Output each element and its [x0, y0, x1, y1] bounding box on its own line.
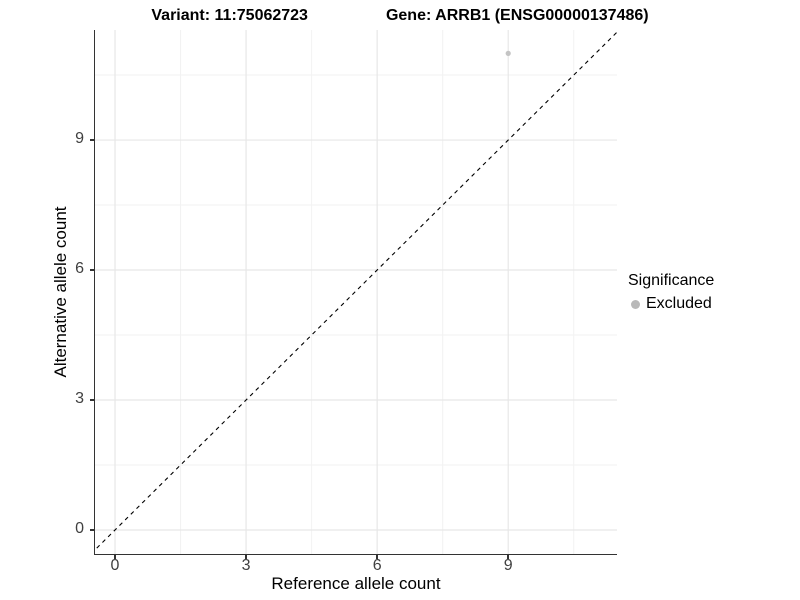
- plot-panel-canvas: [94, 30, 617, 554]
- plot-title-gene: Gene: ARRB1 (ENSG00000137486): [385, 7, 649, 24]
- y-tick-label: 9: [75, 130, 84, 148]
- x-axis-tick: [507, 554, 509, 559]
- y-axis-title: Alternative allele count: [51, 206, 70, 378]
- y-tick-label: 6: [75, 260, 84, 278]
- plot-title-variant: Variant: 11:75062723: [151, 7, 308, 24]
- x-axis-tick: [376, 554, 378, 559]
- y-axis-tick: [89, 399, 95, 401]
- x-axis-tick: [114, 554, 116, 559]
- y-tick-label: 0: [75, 520, 84, 538]
- y-axis-tick: [89, 269, 95, 271]
- x-axis-tick: [245, 554, 247, 559]
- y-axis-tick: [89, 529, 95, 531]
- y-tick-label: 3: [75, 390, 84, 408]
- y-axis-tick: [89, 139, 95, 141]
- legend: Significance Excluded: [628, 271, 714, 314]
- legend-title: Significance: [628, 272, 715, 289]
- plot-title: Variant: 11:75062723 Gene: ARRB1 (ENSG00…: [0, 7, 800, 25]
- x-tick-label: 9: [503, 557, 513, 574]
- legend-entry-label: Excluded: [646, 295, 712, 312]
- legend-key: [628, 299, 643, 309]
- x-tick-label: 6: [372, 557, 382, 574]
- x-tick-label: 3: [241, 557, 251, 574]
- data-point: [505, 50, 511, 56]
- identity-dashed-line: [94, 31, 617, 551]
- x-axis-title: Reference allele count: [271, 574, 441, 593]
- excluded-point-icon: [631, 299, 640, 309]
- x-tick-label: 0: [110, 557, 120, 574]
- legend-entry-excluded: Excluded: [628, 294, 714, 314]
- plot-panel: [93, 30, 617, 555]
